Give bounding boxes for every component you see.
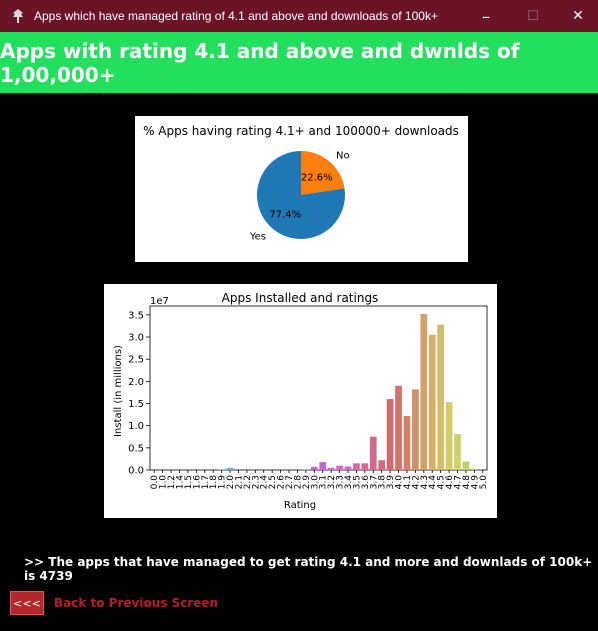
pie-slice-yes xyxy=(257,151,345,239)
bar-3.7 xyxy=(369,436,377,470)
y-tick-label: 0.5 xyxy=(128,443,144,454)
y-axis-label: Install (in millions) xyxy=(113,345,124,437)
minimize-button[interactable]: – xyxy=(482,6,490,26)
x-tick-label: 4.2 xyxy=(411,475,421,489)
bar-3.5 xyxy=(353,463,360,470)
pie-pct-label-no: 22.6% xyxy=(301,173,333,184)
x-axis-label: Rating xyxy=(284,500,316,511)
x-tick-label: 2.5 xyxy=(268,475,278,489)
x-tick-label: 3.6 xyxy=(361,475,371,490)
pie-chart-title: % Apps having rating 4.1+ and 100000+ do… xyxy=(143,124,459,138)
bar-chart-title: Apps Installed and ratings xyxy=(222,291,379,305)
bar-4.0 xyxy=(395,385,402,470)
title-bar: Apps which have managed rating of 4.1 an… xyxy=(0,0,598,32)
y-tick-label: 2.5 xyxy=(128,355,144,366)
bar-3.6 xyxy=(361,463,369,470)
page-title: Apps with rating 4.1 and above and dwnld… xyxy=(0,38,520,87)
x-tick-label: 3.5 xyxy=(352,475,362,489)
x-tick-label: 1.2 xyxy=(167,475,177,489)
bar-4.2 xyxy=(412,389,419,470)
x-tick-label: 3.1 xyxy=(319,475,329,489)
app-icon xyxy=(13,9,23,23)
x-tick-label: 2.9 xyxy=(302,475,312,490)
x-tick-label: 1.0 xyxy=(159,475,169,490)
pie-slice-no xyxy=(301,151,345,195)
x-tick-label: 3.4 xyxy=(344,475,354,490)
x-tick-label: 4.0 xyxy=(395,475,405,490)
x-tick-label: 4.5 xyxy=(437,475,447,489)
bar-3.0 xyxy=(310,466,318,470)
bar-3.8 xyxy=(378,460,386,470)
y-tick-label: 3.5 xyxy=(128,310,144,321)
x-tick-label: 2.3 xyxy=(251,475,261,489)
x-tick-label: 3.9 xyxy=(386,475,396,490)
x-tick-label: 2.0 xyxy=(226,475,236,490)
bar-4.9 xyxy=(470,468,478,470)
x-tick-label: 5.0 xyxy=(479,475,489,490)
x-tick-label: 4.8 xyxy=(462,475,472,490)
x-tick-label: 3.3 xyxy=(336,475,346,489)
x-tick-label: 4.9 xyxy=(470,475,480,490)
x-tick-label: 1.6 xyxy=(192,475,202,490)
x-tick-label: 1.5 xyxy=(184,475,194,489)
x-tick-label: 2.1 xyxy=(234,475,244,489)
y-offset-label: 1e7 xyxy=(150,296,169,307)
x-tick-label: 2.2 xyxy=(243,475,253,489)
pie-pct-label-yes: 77.4% xyxy=(269,209,301,220)
x-tick-label: 4.7 xyxy=(454,475,464,489)
bar-4.3 xyxy=(420,313,428,470)
y-tick-label: 3.0 xyxy=(128,333,144,344)
x-tick-label: 4.4 xyxy=(428,475,438,490)
bar-3.9 xyxy=(386,399,394,470)
x-tick-label: 3.2 xyxy=(327,475,337,489)
x-tick-label: 1.9 xyxy=(218,475,228,490)
bar-4.1 xyxy=(403,415,411,470)
summary-text: >> The apps that have managed to get rat… xyxy=(24,555,593,583)
bar-4.4 xyxy=(428,334,436,470)
pie-label-no: No xyxy=(336,150,350,161)
x-tick-label: 3.7 xyxy=(369,475,379,489)
x-tick-label: 3.0 xyxy=(310,475,320,490)
bar-4.7 xyxy=(454,434,461,470)
x-tick-label: 1.8 xyxy=(209,475,219,490)
x-tick-label: 2.7 xyxy=(285,475,295,489)
x-tick-label: 1.7 xyxy=(201,475,211,489)
y-tick-label: 2.0 xyxy=(128,377,144,388)
x-tick-label: 3.8 xyxy=(378,475,388,490)
x-tick-label: 1.4 xyxy=(175,475,185,490)
bar-chart: Apps Installed and ratings 1e7 Rating In… xyxy=(113,291,489,511)
bar-3.3 xyxy=(336,465,343,470)
x-tick-label: 2.8 xyxy=(293,475,303,490)
y-tick-label: 1.5 xyxy=(128,399,144,410)
bar-4.6 xyxy=(445,402,453,470)
bar-3.4 xyxy=(344,466,352,470)
close-button[interactable]: ✕ xyxy=(572,8,584,24)
page-header: Apps with rating 4.1 and above and dwnld… xyxy=(0,32,598,93)
bar-3.1 xyxy=(319,462,327,470)
plot-frame xyxy=(149,305,488,471)
back-link[interactable]: Back to Previous Screen xyxy=(54,596,219,610)
pie-chart: % Apps having rating 4.1+ and 100000+ do… xyxy=(143,124,459,243)
x-tick-label: 2.6 xyxy=(277,475,287,490)
y-tick-label: 1.0 xyxy=(128,421,144,432)
x-tick-label: 4.1 xyxy=(403,475,413,489)
x-tick-label: 0.0 xyxy=(150,475,160,490)
window-title: Apps which have managed rating of 4.1 an… xyxy=(34,9,438,23)
bar-2.0 xyxy=(226,467,234,470)
back-button[interactable]: <<< xyxy=(10,591,44,615)
maximize-button[interactable]: ☐ xyxy=(527,8,539,24)
bar-4.8 xyxy=(462,461,470,470)
bar-chart-panel: Apps Installed and ratings 1e7 Rating In… xyxy=(104,284,497,518)
bar-4.5 xyxy=(437,324,445,470)
bar-3.2 xyxy=(327,467,335,470)
y-tick-label: 0.0 xyxy=(128,466,144,477)
x-tick-label: 2.4 xyxy=(260,475,270,490)
pie-label-yes: Yes xyxy=(249,232,266,243)
x-tick-label: 4.6 xyxy=(445,475,455,490)
x-tick-label: 4.3 xyxy=(420,475,430,489)
pie-chart-panel: % Apps having rating 4.1+ and 100000+ do… xyxy=(135,116,468,262)
